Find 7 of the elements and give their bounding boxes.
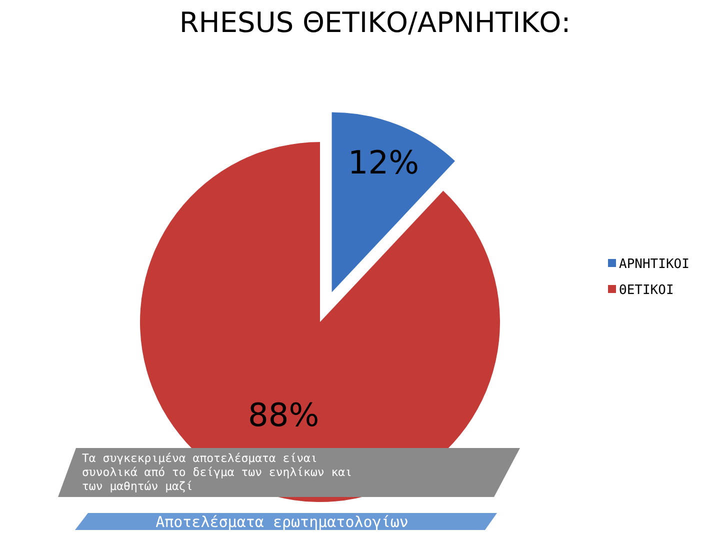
legend-label: ΘΕΤΙΚΟΙ (619, 283, 674, 298)
data-label: 88% (248, 396, 320, 434)
legend-label: ΑΡΝΗΤΙΚΟΙ (619, 257, 690, 272)
text: Τα συγκεκριμένα αποτελέσματα είναι συνολικά από το δείγμα των ενηλίκων και των μαθητών μαζί (82, 451, 352, 493)
text: Αποτελέσματα ερωτηματολογίων (156, 513, 408, 531)
data-label: 12% (348, 144, 420, 182)
chart-title: RHESUS ΘΕΤΙΚΟ/ΑΡΝΗΤΙΚΟ: (179, 6, 571, 39)
